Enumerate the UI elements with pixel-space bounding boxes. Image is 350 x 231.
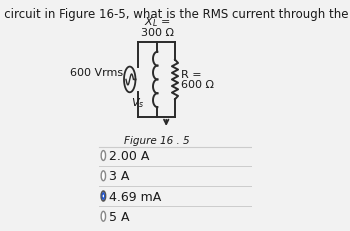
Text: 600 Ω: 600 Ω: [181, 80, 214, 90]
Text: $X_L$ =: $X_L$ =: [144, 15, 171, 29]
Text: Figure 16 . 5: Figure 16 . 5: [124, 135, 189, 145]
Text: $V_s$: $V_s$: [131, 96, 144, 109]
Circle shape: [101, 211, 106, 221]
Text: 5 A: 5 A: [108, 210, 129, 223]
Text: 2.00 A: 2.00 A: [108, 149, 149, 162]
Circle shape: [101, 191, 106, 201]
Circle shape: [101, 171, 106, 181]
Text: R =: R =: [181, 70, 201, 80]
Text: 3 A: 3 A: [108, 170, 129, 182]
Text: 600 Vrms: 600 Vrms: [70, 67, 123, 77]
Circle shape: [101, 151, 106, 161]
Text: Given the circuit in Figure 16-5, what is the RMS current through the inductor?: Given the circuit in Figure 16-5, what i…: [0, 8, 350, 21]
Text: 300 Ω: 300 Ω: [141, 28, 174, 38]
Circle shape: [102, 192, 105, 200]
Text: 4.69 mA: 4.69 mA: [108, 190, 161, 203]
Circle shape: [103, 195, 104, 198]
